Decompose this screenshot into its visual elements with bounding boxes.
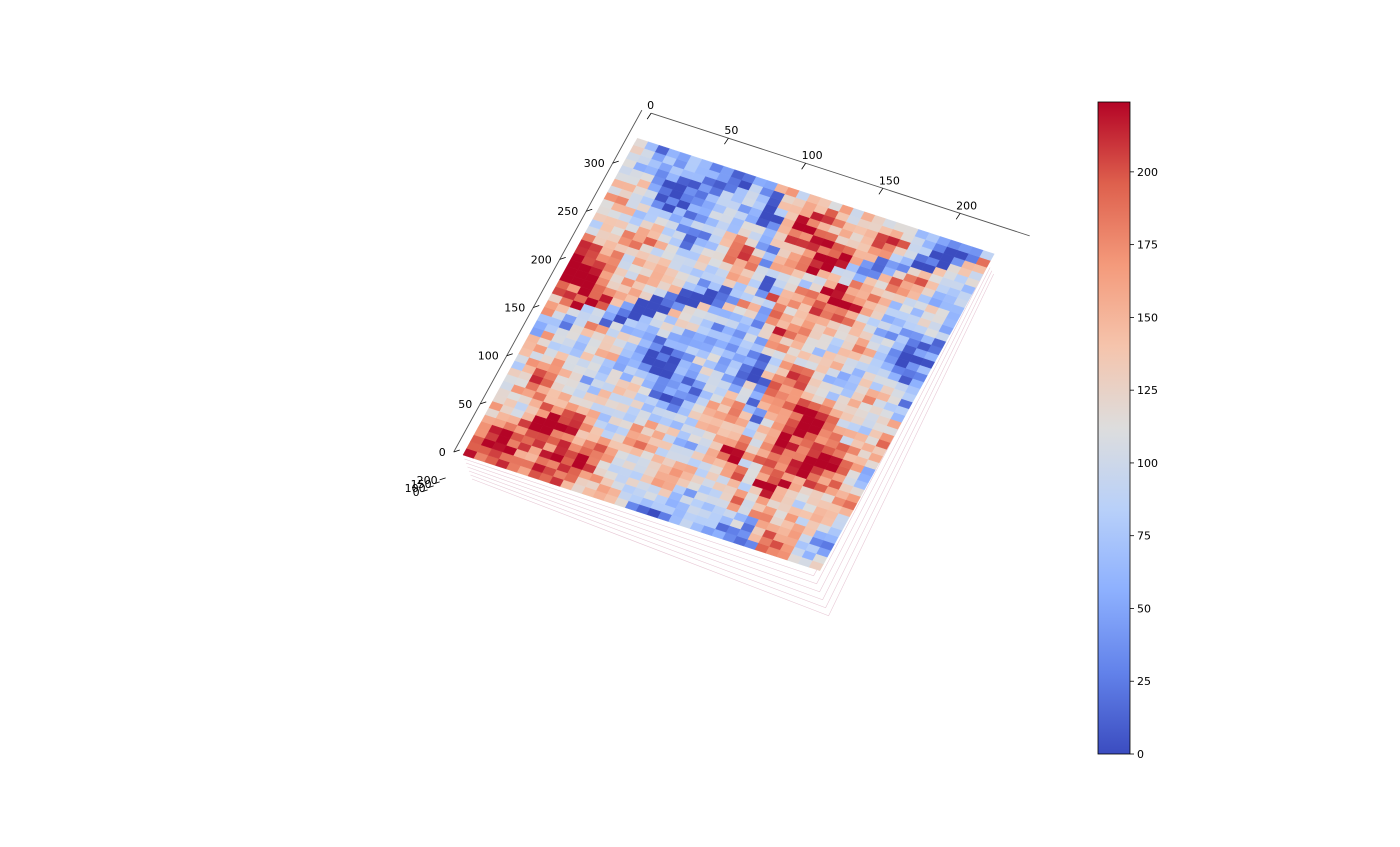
y-tick-label: 300 (584, 157, 605, 170)
x-tick-mark (955, 213, 961, 220)
z-tick-mark (421, 489, 428, 493)
y-tick-mark (480, 401, 487, 405)
colorbar-tick-label: 75 (1137, 530, 1151, 543)
y-tick-mark (533, 305, 540, 308)
surface-plot (462, 137, 995, 571)
colorbar-ticks: 0 25 50 75 100 125 150 175 200 (1130, 166, 1158, 761)
y-tick-label: 100 (478, 350, 499, 363)
axis-lines (453, 109, 1030, 453)
pane-edge-line (470, 270, 993, 609)
colorbar-tick-label: 175 (1137, 239, 1158, 252)
y-tick-mark (559, 257, 566, 260)
colorbar-tick-label: 200 (1137, 166, 1158, 179)
x-tick-label: 100 (802, 149, 823, 162)
z-tick-label: 100 (405, 482, 426, 495)
pane-edge-line (468, 267, 991, 601)
colorbar-gradient-bar (1097, 101, 1131, 755)
y-tick-label: 200 (531, 253, 552, 266)
y-tick-label: 50 (458, 398, 472, 411)
colorbar-tick-label: 100 (1137, 457, 1158, 470)
x-tick-mark (646, 112, 652, 120)
x-tick-mark (878, 188, 884, 195)
x-tick-mark (724, 137, 729, 145)
y-axis-line (453, 109, 643, 453)
z-tick-mark (427, 485, 434, 489)
x-axis-ticks: 0 50 100 150 200 (646, 99, 977, 220)
x-tick-label: 50 (724, 124, 738, 137)
y-tick-mark (506, 353, 513, 357)
pane-edge-line (471, 273, 994, 617)
colorbar-tick-label: 25 (1137, 675, 1151, 688)
colorbar: 0 25 50 75 100 125 150 175 200 (1097, 101, 1158, 761)
z-tick-mark (439, 477, 446, 481)
y-tick-label: 150 (504, 302, 525, 315)
y-tick-label: 250 (557, 205, 578, 218)
y-tick-mark (612, 160, 619, 164)
y-axis-ticks: 0 50 100 150 200 250 300 (439, 157, 619, 459)
colorbar-tick-label: 150 (1137, 311, 1158, 324)
surface-cell (979, 250, 995, 261)
x-tick-label: 200 (956, 199, 977, 212)
colorbar-tick-label: 0 (1137, 748, 1144, 761)
x-tick-label: 0 (647, 99, 654, 112)
z-tick-mark (433, 481, 440, 485)
z-tick-label: 0 (413, 486, 420, 499)
x-tick-label: 150 (879, 174, 900, 187)
colorbar-tick-label: 50 (1137, 602, 1151, 615)
y-tick-mark (586, 208, 593, 212)
z-tick-label: 150 (411, 478, 432, 491)
x-axis-line (651, 112, 1030, 237)
pane-edge-line (467, 264, 989, 593)
colorbar-tick-label: 125 (1137, 384, 1158, 397)
x-tick-mark (801, 163, 806, 170)
z-tick-label: 200 (417, 474, 438, 487)
y-tick-mark (453, 449, 460, 453)
y-tick-label: 0 (439, 446, 446, 459)
